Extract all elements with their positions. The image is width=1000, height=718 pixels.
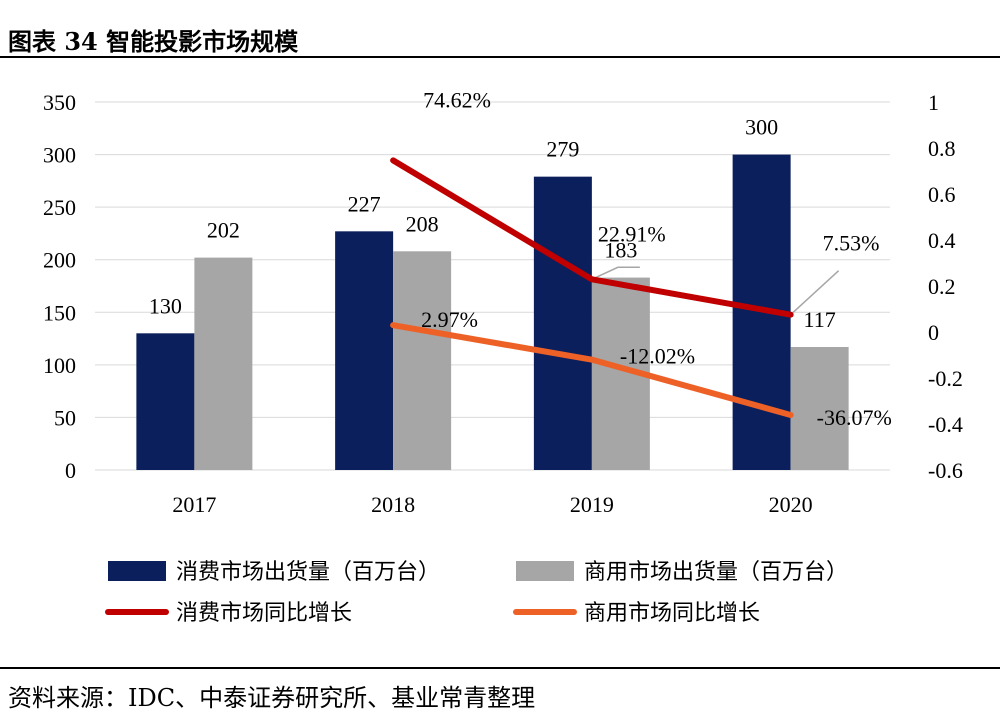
chart-legend: 消费市场出货量（百万台） 商用市场出货量（百万台） 消费市场同比增长 商用市场同比增长: [105, 560, 848, 626]
y-left-tick-label: 100: [43, 353, 76, 378]
chart-area: 0 50 100 150 200 250 300 350 -0.6 -0.4 -0.2 0 0.2 0.4…: [43, 87, 963, 626]
bar: [194, 257, 253, 470]
y-left-tick-label: 200: [43, 248, 76, 273]
y-right-tick-label: 0.6: [928, 182, 956, 207]
y-left-tick-label: 350: [43, 90, 76, 115]
line-value-label: 2.97%: [421, 307, 478, 332]
bar: [533, 176, 592, 470]
figure-title: 图表 34 智能投影市场规模: [8, 27, 299, 56]
series-line: [390, 322, 794, 418]
x-tick-label: 2019: [570, 492, 614, 517]
bar-value-label: 279: [546, 137, 579, 162]
bar-value-label: 117: [804, 307, 836, 332]
y-right-tick-label: 0.4: [928, 228, 956, 253]
series-line: [390, 157, 794, 318]
line-value-label: 74.62%: [423, 87, 491, 112]
y-left-tick-label: 250: [43, 195, 76, 220]
bar-value-label: 208: [406, 211, 439, 236]
leader-line: [790, 270, 840, 316]
y-right-tick-label: 0.8: [928, 136, 956, 161]
source-note: 资料来源：IDC、中泰证券研究所、基业常青整理: [8, 684, 536, 712]
axis-ticks: 0 50 100 150 200 250 300 350 -0.6 -0.4 -0.2 0 0.2 0.4…: [43, 90, 963, 517]
y-right-tick-label: -0.2: [928, 366, 963, 391]
legend-label: 消费市场出货量（百万台）: [176, 560, 440, 585]
bar: [790, 346, 849, 470]
line-series: [390, 157, 794, 418]
bar-value-label: 130: [149, 293, 182, 318]
footer-divider: [0, 667, 1000, 669]
legend-label: 消费市场同比增长: [176, 601, 352, 626]
legend-label: 商用市场出货量（百万台）: [584, 560, 848, 585]
legend-label: 商用市场同比增长: [584, 601, 760, 626]
bar-value-label: 183: [604, 238, 637, 263]
y-left-tick-label: 150: [43, 300, 76, 325]
title-divider: [0, 56, 1000, 58]
y-right-tick-label: -0.6: [928, 458, 963, 483]
x-tick-label: 2018: [371, 492, 415, 517]
y-right-tick-label: -0.4: [928, 412, 963, 437]
data-labels: 130 227 279 300 202 208 183 117 74.62% 22.91% 7.53…: [149, 87, 892, 430]
line-value-label: 22.91%: [598, 221, 666, 246]
bar-value-label: 202: [207, 218, 240, 243]
bar: [335, 231, 394, 470]
bar: [393, 251, 452, 470]
y-right-tick-label: 1: [928, 90, 939, 115]
line-value-label: 7.53%: [823, 231, 880, 256]
y-left-tick-label: 0: [65, 458, 76, 483]
legend-swatch: [108, 561, 166, 581]
y-right-tick-label: 0.2: [928, 274, 956, 299]
bar: [136, 333, 195, 470]
leader-line: [591, 266, 640, 280]
legend-swatch: [516, 561, 574, 581]
y-left-tick-label: 50: [54, 405, 76, 430]
label-leader-lines: [591, 266, 840, 316]
y-left-tick-label: 300: [43, 143, 76, 168]
x-tick-label: 2020: [769, 492, 813, 517]
x-tick-label: 2017: [172, 492, 216, 517]
bar-value-label: 227: [348, 191, 381, 216]
bar-value-label: 300: [745, 115, 778, 140]
y-right-tick-label: 0: [928, 320, 939, 345]
line-value-label: -36.07%: [817, 405, 892, 430]
line-value-label: -12.02%: [620, 344, 695, 369]
